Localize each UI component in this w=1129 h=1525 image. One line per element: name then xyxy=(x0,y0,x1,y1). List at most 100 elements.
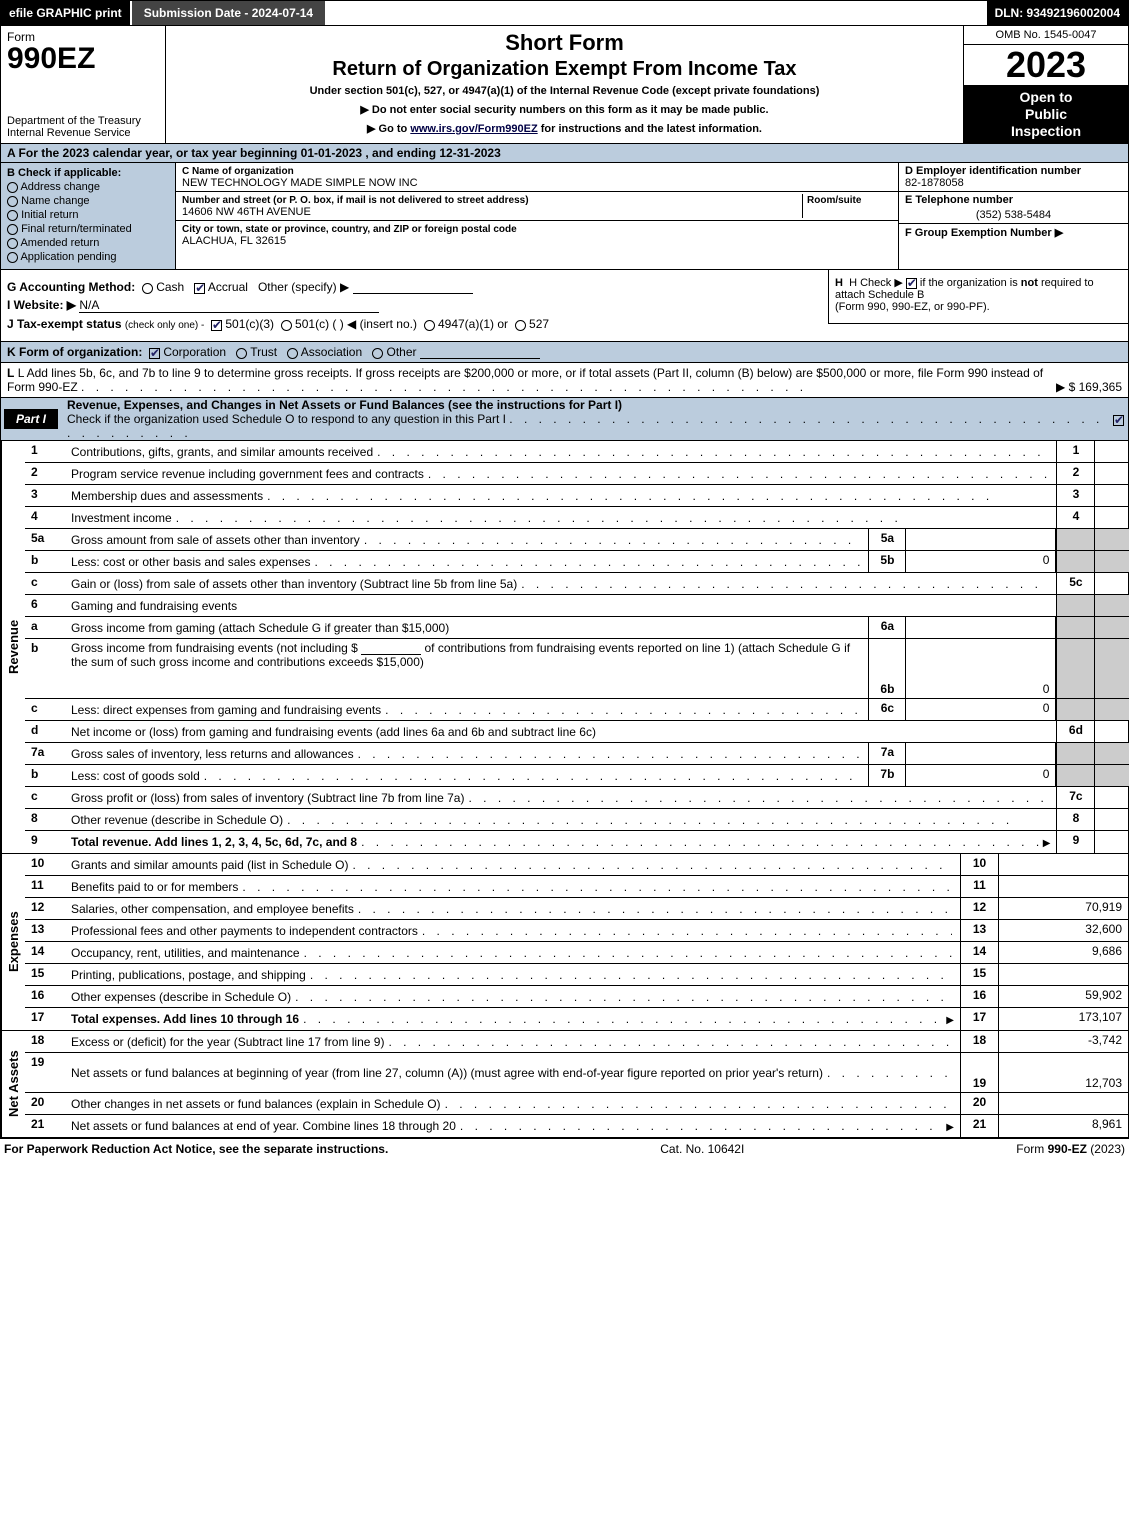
section-g-through-j: H H Check ▶ if the organization is not r… xyxy=(0,270,1129,398)
check-address-change[interactable]: Address change xyxy=(7,181,169,193)
line-1: 1 Contributions, gifts, grants, and simi… xyxy=(25,441,1129,463)
g-accrual-check[interactable] xyxy=(194,283,205,294)
h-checkbox[interactable] xyxy=(906,278,917,289)
e-tel-label: E Telephone number xyxy=(905,194,1013,206)
h-text2: if the organization is xyxy=(920,277,1021,289)
room-suite-label: Room/suite xyxy=(807,195,861,206)
b-header: B Check if applicable: xyxy=(7,167,169,179)
k-other-input[interactable] xyxy=(420,345,540,359)
check-initial-return[interactable]: Initial return xyxy=(7,209,169,221)
line-17: 17 Total expenses. Add lines 10 through … xyxy=(25,1008,1128,1030)
open-line2: Public xyxy=(1025,106,1067,122)
header-right: OMB No. 1545-0047 2023 Open to Public In… xyxy=(963,26,1128,143)
line-10-value xyxy=(998,854,1128,875)
efile-print-label[interactable]: efile GRAPHIC print xyxy=(1,1,130,25)
section-c: C Name of organization NEW TECHNOLOGY MA… xyxy=(176,163,898,269)
arrow-icon xyxy=(946,1119,956,1133)
line-3-value: 0 xyxy=(1094,485,1129,506)
org-name: NEW TECHNOLOGY MADE SIMPLE NOW INC xyxy=(182,177,418,189)
i-label: I Website: ▶ xyxy=(7,298,76,312)
part-i-table: Revenue 1 Contributions, gifts, grants, … xyxy=(0,441,1129,1138)
line-20: 20 Other changes in net assets or fund b… xyxy=(25,1093,1128,1115)
j-4947-radio[interactable] xyxy=(424,320,435,331)
check-amended-return[interactable]: Amended return xyxy=(7,237,169,249)
j-label: J Tax-exempt status xyxy=(7,317,122,331)
form-header: Form 990EZ Department of the Treasury In… xyxy=(0,26,1129,144)
g-label: G Accounting Method: xyxy=(7,280,135,294)
line-15-value xyxy=(998,964,1128,985)
line-6a: a Gross income from gaming (attach Sched… xyxy=(25,617,1129,639)
footer-catalog: Cat. No. 10642I xyxy=(660,1142,744,1156)
k-association: Association xyxy=(301,345,362,359)
j-4947: 4947(a)(1) or xyxy=(438,317,508,331)
j-501c3: 501(c)(3) xyxy=(225,317,274,331)
j-sublabel: (check only one) - xyxy=(125,320,204,331)
line-14-value: 9,686 xyxy=(998,942,1128,963)
line-20-value xyxy=(998,1093,1128,1114)
h-text4: (Form 990, 990-EZ, or 990-PF). xyxy=(835,301,990,313)
k-assoc-radio[interactable] xyxy=(287,348,298,359)
k-trust-radio[interactable] xyxy=(236,348,247,359)
line-15: 15 Printing, publications, postage, and … xyxy=(25,964,1128,986)
line-8-value xyxy=(1094,809,1129,830)
line-1-value: 169,365 xyxy=(1094,441,1129,462)
line-7b: b Less: cost of goods sold. . . . . . . … xyxy=(25,765,1129,787)
check-application-pending[interactable]: Application pending xyxy=(7,251,169,263)
footer-paperwork: For Paperwork Reduction Act Notice, see … xyxy=(4,1142,388,1156)
j-501c-radio[interactable] xyxy=(281,320,292,331)
line-4: 4 Investment income. . . . . . . . . . .… xyxy=(25,507,1129,529)
line-6a-value xyxy=(906,617,1056,638)
irs-link[interactable]: www.irs.gov/Form990EZ xyxy=(410,123,537,135)
section-h: H H Check ▶ if the organization is not r… xyxy=(828,270,1128,324)
department-label: Department of the Treasury Internal Reve… xyxy=(7,115,159,139)
line-2: 2 Program service revenue including gove… xyxy=(25,463,1129,485)
line-13-value: 32,600 xyxy=(998,920,1128,941)
f-group-label: F Group Exemption Number ▶ xyxy=(905,227,1063,239)
g-other-input[interactable] xyxy=(353,280,473,294)
line-7a: 7a Gross sales of inventory, less return… xyxy=(25,743,1129,765)
ssn-warning: ▶ Do not enter social security numbers o… xyxy=(174,103,955,116)
part-i-title-text: Revenue, Expenses, and Changes in Net As… xyxy=(67,398,622,412)
g-cash-radio[interactable] xyxy=(142,283,153,294)
dln-label: DLN: 93492196002004 xyxy=(987,1,1128,25)
line-19-value: 12,703 xyxy=(998,1053,1128,1092)
line-7c-value: 0 xyxy=(1094,787,1129,808)
net-assets-vlabel: Net Assets xyxy=(1,1031,25,1137)
header-center: Short Form Return of Organization Exempt… xyxy=(166,26,963,143)
tax-year: 2023 xyxy=(964,45,1128,85)
k-other-radio[interactable] xyxy=(372,348,383,359)
line-6d-value: 0 xyxy=(1094,721,1129,742)
c-city-label: City or town, state or province, country… xyxy=(182,224,517,235)
section-l: L L Add lines 5b, 6c, and 7b to line 9 t… xyxy=(1,362,1128,397)
part-i-schedule-o-check[interactable] xyxy=(1113,415,1124,426)
line-10: 10 Grants and similar amounts paid (list… xyxy=(25,854,1128,876)
line-9-value: 169,365 xyxy=(1094,831,1129,853)
part-i-subtitle: Check if the organization used Schedule … xyxy=(67,412,506,426)
line-11: 11 Benefits paid to or for members. . . … xyxy=(25,876,1128,898)
goto-prefix: ▶ Go to xyxy=(367,123,410,135)
line-6b-contrib-input[interactable] xyxy=(361,641,421,655)
org-city: ALACHUA, FL 32615 xyxy=(182,235,286,247)
line-14: 14 Occupancy, rent, utilities, and maint… xyxy=(25,942,1128,964)
revenue-vlabel: Revenue xyxy=(1,441,25,853)
j-501c3-check[interactable] xyxy=(211,320,222,331)
open-line3: Inspection xyxy=(1011,123,1081,139)
j-527-radio[interactable] xyxy=(515,320,526,331)
c-street-label: Number and street (or P. O. box, if mail… xyxy=(182,195,529,206)
line-6d: d Net income or (loss) from gaming and f… xyxy=(25,721,1129,743)
line-16: 16 Other expenses (describe in Schedule … xyxy=(25,986,1128,1008)
j-501c: 501(c) ( ) ◀ (insert no.) xyxy=(295,317,417,331)
check-final-return[interactable]: Final return/terminated xyxy=(7,223,169,235)
arrow-icon xyxy=(946,1012,956,1026)
k-trust: Trust xyxy=(250,345,277,359)
section-b: B Check if applicable: Address change Na… xyxy=(1,163,176,269)
line-18-value: -3,742 xyxy=(998,1031,1128,1052)
line-8: 8 Other revenue (describe in Schedule O)… xyxy=(25,809,1129,831)
open-to-public: Open to Public Inspection xyxy=(964,85,1128,143)
k-corp-check[interactable] xyxy=(149,348,160,359)
page-footer: For Paperwork Reduction Act Notice, see … xyxy=(0,1138,1129,1159)
open-line1: Open to xyxy=(1020,89,1073,105)
line-5a: 5a Gross amount from sale of assets othe… xyxy=(25,529,1129,551)
line-5c-value: 0 xyxy=(1094,573,1129,594)
check-name-change[interactable]: Name change xyxy=(7,195,169,207)
